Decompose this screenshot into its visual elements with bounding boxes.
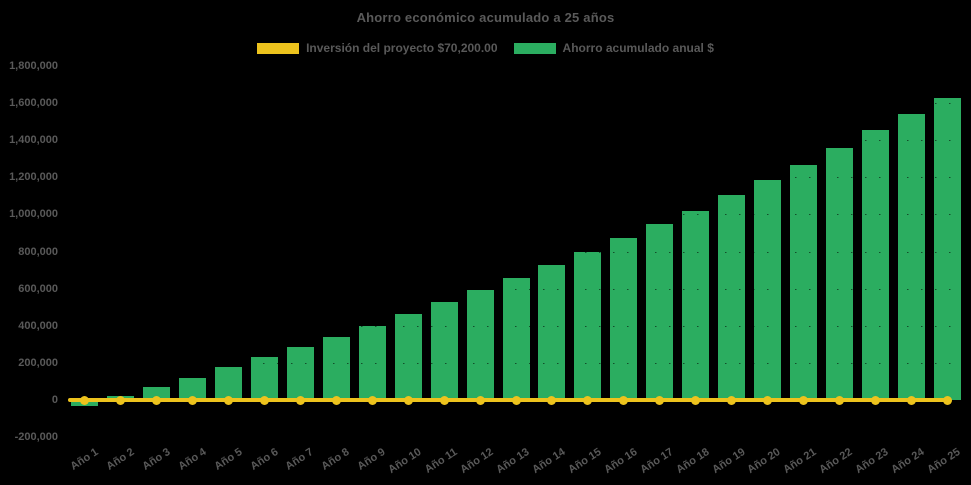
bar <box>753 180 781 400</box>
bar <box>718 195 746 400</box>
investment-line-marker <box>691 395 701 405</box>
y-tick-label: 800,000 <box>18 245 58 258</box>
bar <box>286 346 314 400</box>
bar <box>143 387 171 400</box>
investment-line-marker <box>295 395 305 405</box>
investment-line-marker <box>906 395 916 405</box>
legend-swatch-inversion <box>257 42 300 54</box>
investment-line-marker <box>224 395 234 405</box>
gridline <box>67 288 965 290</box>
legend-swatch-ahorro <box>513 42 556 54</box>
gridline <box>67 103 965 105</box>
legend-item-inversion: Inversión del proyecto $70,200.00 <box>257 41 498 55</box>
bar <box>933 97 961 400</box>
bar <box>502 278 530 400</box>
bar <box>789 165 817 400</box>
investment-line-marker <box>547 395 557 405</box>
investment-line-marker <box>188 395 198 405</box>
gridline <box>67 251 965 253</box>
investment-line-marker <box>403 395 413 405</box>
gridline <box>67 140 965 142</box>
gridline <box>67 362 965 364</box>
investment-line-marker <box>583 395 593 405</box>
investment-line-marker <box>511 395 521 405</box>
bar <box>610 238 638 400</box>
bar <box>682 210 710 400</box>
bar <box>861 130 889 400</box>
gridline <box>67 177 965 179</box>
y-tick-label: 1,400,000 <box>9 134 58 147</box>
investment-line-marker <box>475 395 485 405</box>
bar <box>215 367 243 400</box>
bar <box>251 356 279 400</box>
bar <box>179 377 207 400</box>
y-tick-label: 1,800,000 <box>9 60 58 72</box>
investment-line-marker <box>942 395 952 405</box>
gridline <box>67 325 965 327</box>
legend-item-ahorro: Ahorro acumulado anual $ <box>513 41 714 55</box>
investment-line-marker <box>152 395 162 405</box>
bar <box>430 301 458 400</box>
investment-line-marker <box>367 395 377 405</box>
gridline <box>67 214 965 216</box>
investment-line-marker <box>331 395 341 405</box>
investment-line-marker <box>260 395 270 405</box>
y-tick-label: 0 <box>51 394 58 406</box>
investment-line-marker <box>727 395 737 405</box>
bar <box>538 264 566 400</box>
investment-line-marker <box>870 395 880 405</box>
chart-title: Ahorro económico acumulado a 25 años <box>356 10 615 25</box>
investment-line-marker <box>655 395 665 405</box>
bar <box>466 289 494 400</box>
bar <box>825 148 853 400</box>
investment-line-marker <box>834 395 844 405</box>
y-tick-label: 400,000 <box>18 319 58 332</box>
y-tick-label: 200,000 <box>18 356 58 369</box>
bar <box>897 113 925 400</box>
investment-line-marker <box>116 395 126 405</box>
bar <box>646 224 674 400</box>
y-tick-label: 1,600,000 <box>9 97 58 110</box>
investment-line-marker <box>798 395 808 405</box>
investment-line-marker <box>439 395 449 405</box>
legend: Inversión del proyecto $70,200.00 Ahorro… <box>0 41 971 55</box>
gridline <box>67 437 965 439</box>
investment-line-marker <box>80 395 90 405</box>
y-tick-label: 600,000 <box>18 282 58 295</box>
y-tick-label: 1,000,000 <box>9 208 58 221</box>
gridline <box>67 66 965 67</box>
y-tick-label: 1,200,000 <box>9 171 58 184</box>
legend-label-ahorro: Ahorro acumulado anual $ <box>562 41 714 55</box>
y-tick-label: -200,000 <box>14 431 58 444</box>
legend-label-inversion: Inversión del proyecto $70,200.00 <box>306 41 498 55</box>
bar <box>394 314 422 400</box>
investment-line-marker <box>619 395 629 405</box>
investment-line-marker <box>762 395 772 405</box>
bar <box>322 336 350 400</box>
investment-line <box>68 398 952 402</box>
